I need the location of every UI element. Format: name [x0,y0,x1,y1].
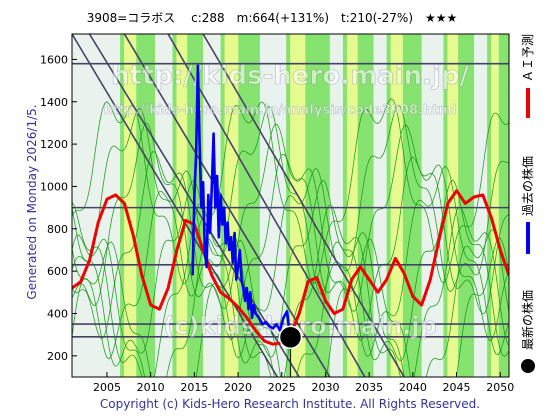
x-tick-label-2020: 2020 [224,381,252,394]
band-line-4 [72,165,509,360]
x-tick-label-2045: 2045 [443,381,471,394]
y-tick-label-600: 600 [47,265,68,278]
x-tick-label-2010: 2010 [137,381,165,394]
band-line-7 [72,105,509,297]
legend-label-1: 過去の株価 [520,156,535,216]
y-tick-label-400: 400 [47,307,68,320]
watermark-sub: http://kids-hero.main.jp/analysis/code39… [104,103,457,118]
watermark-bottom: (c)kids-hero.main.jp [163,312,437,340]
trend-line-4 [202,34,405,377]
watermark-main: http://kids-hero.main.jp/ [111,61,470,91]
generated-date-label: Generated on Monday 2026/1/5. [25,104,39,299]
band-highlight-2 [224,34,239,377]
legend-label-2: 最新の株価 [520,290,535,350]
band-highlight-6 [447,34,459,377]
x-tick-label-2035: 2035 [355,381,383,394]
x-tick-label-2030: 2030 [311,381,339,394]
plot-frame [71,33,510,378]
watermarks: http://kids-hero.main.jp/ http://kids-he… [103,61,470,341]
band-line-0 [72,237,509,377]
trend-line-0 [72,34,279,377]
latest-price-layer [278,325,303,377]
x-tick-label-2015: 2015 [180,381,208,394]
x-tick-label-2005: 2005 [93,381,121,394]
legend-label-0: ＡＩ予測 [521,34,535,82]
y-tick-label-1000: 1000 [40,180,68,193]
band-lines [72,98,509,377]
x-tick-label-2040: 2040 [399,381,427,394]
band-line-3 [72,179,509,367]
band-highlight-3 [290,34,306,377]
trend-line-3 [167,34,366,377]
past-price-line [191,64,292,338]
latest-price-marker [278,325,303,349]
y-tick-label-1400: 1400 [40,96,68,109]
y-tick-label-200: 200 [47,350,68,363]
x-axis: 2005 2010 2015 2020 2025 2030 2035 2040 2045 2050 [93,372,514,394]
y-tick-label-800: 800 [47,223,68,236]
band-line-5 [72,151,509,342]
x-tick-label-2050: 2050 [486,381,514,394]
band-highlight-5 [390,34,403,377]
band-highlight-4 [346,34,358,377]
band-highlight-0 [124,34,137,377]
y-tick-label-1600: 1600 [40,53,68,66]
copyright-footer: Copyright (c) Kids-Hero Research Institu… [100,397,480,411]
y-tick-label-1200: 1200 [40,138,68,151]
x-tick-label-2025: 2025 [268,381,296,394]
band-line-8 [72,98,509,284]
band-highlight-7 [491,34,499,377]
y-axis: 200 400 600 800 1000 1200 1400 1600 [40,53,77,363]
legend-swatch-2 [521,359,535,373]
chart-title: 3908=コラボス c:288 m:664(+131%) t:210(-27%)… [87,11,458,25]
band-line-1 [72,229,509,377]
band-highlight-1 [176,34,188,377]
